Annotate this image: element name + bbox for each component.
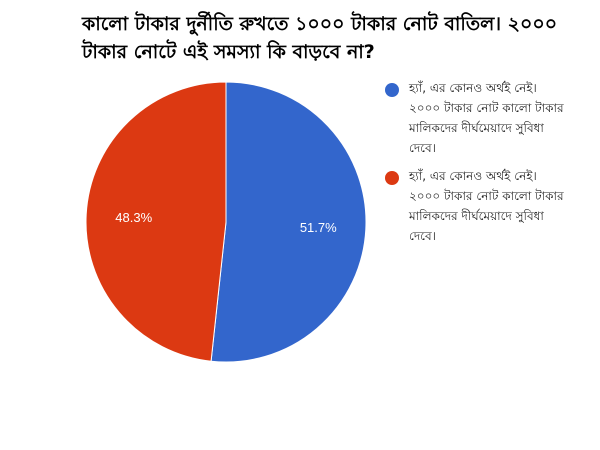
pie-value-label-0: 51.7% [300, 220, 337, 235]
legend: হ্যাঁ, এর কোনও অর্থই নেই। ২০০০ টাকার নোট… [385, 78, 585, 254]
legend-label: হ্যাঁ, এর কোনও অর্থই নেই। ২০০০ টাকার নোট… [409, 169, 564, 243]
legend-label: হ্যাঁ, এর কোনও অর্থই নেই। ২০০০ টাকার নোট… [409, 81, 564, 155]
legend-item-red[interactable]: হ্যাঁ, এর কোনও অর্থই নেই। ২০০০ টাকার নোট… [385, 166, 585, 246]
pie-slice-1[interactable] [85, 81, 227, 362]
legend-swatch-red [385, 171, 399, 185]
pie-value-labels: 51.7% 48.3% [115, 210, 337, 235]
pie-slices [85, 81, 367, 363]
chart-title: কালো টাকার দুর্নীতি রুখতে ১০০০ টাকার নোট… [82, 13, 558, 63]
pie-slice-0[interactable] [210, 81, 367, 363]
legend-item-blue[interactable]: হ্যাঁ, এর কোনও অর্থই নেই। ২০০০ টাকার নোট… [385, 78, 585, 158]
legend-swatch-blue [385, 83, 399, 97]
pie-value-label-1: 48.3% [115, 210, 152, 225]
